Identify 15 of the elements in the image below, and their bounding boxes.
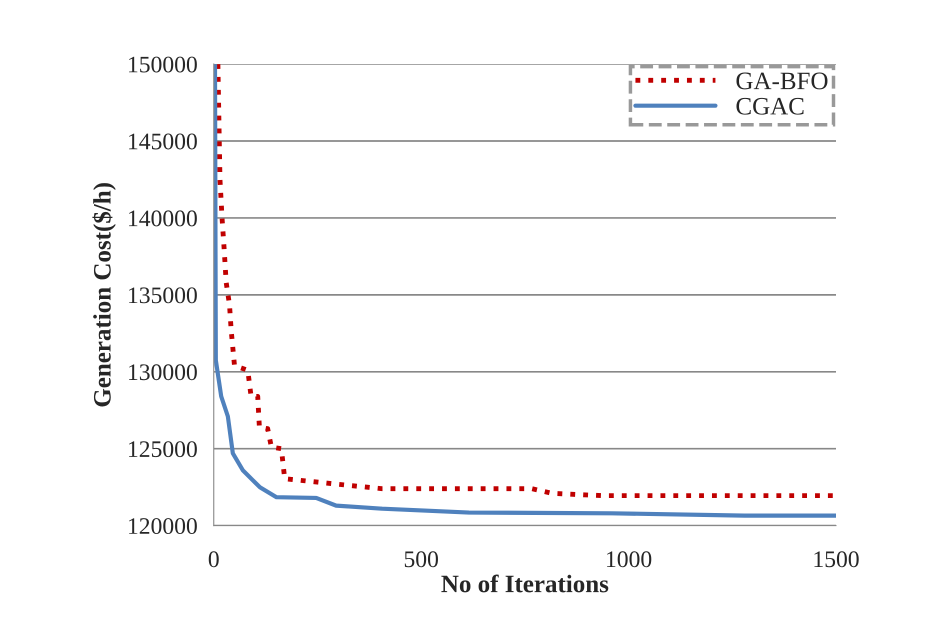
y-tick-label: 130000 (129, 364, 197, 380)
y-tick-label: 145000 (129, 134, 197, 150)
legend-label: CGAC (736, 98, 804, 115)
x-tick-label: 1000 (607, 551, 652, 568)
y-tick-label: 125000 (129, 441, 197, 458)
x-tick-label: 1500 (814, 551, 859, 568)
y-tick-label: 135000 (129, 287, 197, 304)
y-tick-label: 120000 (129, 518, 197, 534)
x-tick-label: 500 (404, 551, 438, 568)
x-tick-label: 0 (208, 551, 219, 568)
legend-label: GA-BFO (736, 72, 828, 90)
y-tick-label: 150000 (129, 56, 197, 73)
y-tick-label: 140000 (129, 210, 197, 226)
y-axis-title: Generation Cost($/h) (92, 183, 116, 406)
x-axis-title: No of Iterations (441, 574, 608, 592)
